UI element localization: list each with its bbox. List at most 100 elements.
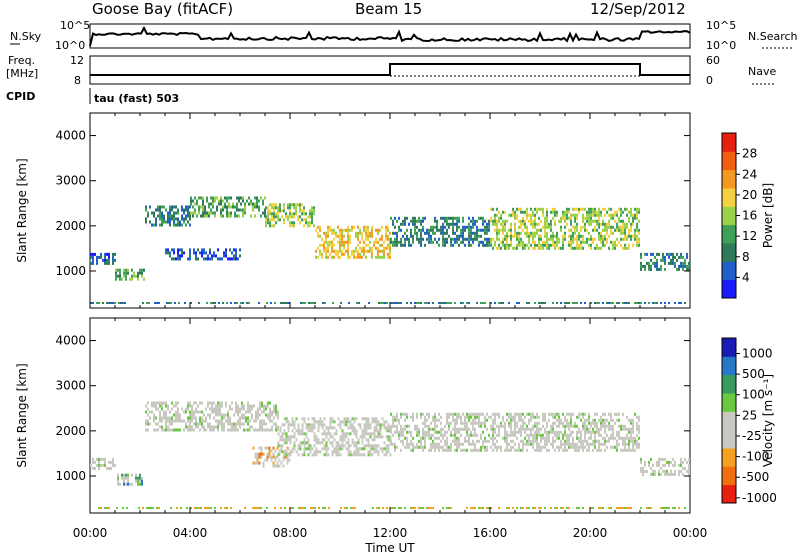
data-cell xyxy=(516,237,518,241)
data-cell xyxy=(112,302,114,304)
data-cell xyxy=(159,211,161,215)
data-cell xyxy=(516,436,518,440)
data-cell xyxy=(258,507,260,509)
data-cell xyxy=(363,453,366,457)
data-cell xyxy=(303,450,306,454)
data-cell xyxy=(349,423,352,427)
data-cell xyxy=(269,428,271,432)
data-cell xyxy=(524,430,526,434)
data-cell xyxy=(331,243,333,247)
data-cell xyxy=(610,225,612,229)
data-cell xyxy=(526,234,528,238)
data-cell xyxy=(558,240,560,244)
data-cell xyxy=(656,261,658,265)
data-cell xyxy=(361,249,363,253)
data-cell xyxy=(206,196,208,200)
data-cell xyxy=(514,228,516,232)
data-cell xyxy=(215,419,217,423)
data-cell xyxy=(632,222,634,226)
x-tick-label: 20:00 xyxy=(573,526,608,540)
data-cell xyxy=(214,199,216,203)
data-cell xyxy=(426,507,428,509)
data-cell xyxy=(313,435,316,439)
data-cell xyxy=(123,482,125,486)
data-cell xyxy=(129,277,131,281)
data-cell xyxy=(149,205,151,209)
data-cell xyxy=(153,223,155,227)
data-cell xyxy=(248,202,250,206)
data-cell xyxy=(462,234,464,238)
data-cell xyxy=(448,412,450,416)
data-cell xyxy=(271,425,273,429)
data-cell xyxy=(586,219,588,223)
y-tick-label: 4000 xyxy=(55,334,86,348)
data-cell xyxy=(387,252,389,256)
colorbar-tick-label: 4 xyxy=(742,270,750,284)
data-cell xyxy=(510,234,512,238)
data-cell xyxy=(404,436,406,440)
data-cell xyxy=(148,302,150,304)
data-cell xyxy=(488,439,490,443)
data-cell xyxy=(218,199,220,203)
data-cell xyxy=(460,427,462,431)
data-cell xyxy=(239,410,241,414)
data-cell xyxy=(540,427,542,431)
data-cell xyxy=(516,424,518,428)
data-cell xyxy=(325,237,327,241)
data-cell xyxy=(175,217,177,221)
data-cell xyxy=(194,211,196,215)
data-cell xyxy=(550,243,552,247)
data-cell xyxy=(458,243,460,247)
data-cell xyxy=(390,424,392,428)
data-cell xyxy=(381,450,384,454)
data-cell xyxy=(225,404,227,408)
data-cell xyxy=(196,214,198,218)
data-cell xyxy=(117,268,119,272)
data-cell xyxy=(500,228,502,232)
data-cell xyxy=(249,410,251,414)
data-cell xyxy=(636,213,638,217)
data-cell xyxy=(582,421,584,425)
data-cell xyxy=(672,472,674,476)
data-cell xyxy=(478,412,480,416)
data-cell xyxy=(202,211,204,215)
data-cell xyxy=(404,222,406,226)
data-cell xyxy=(236,214,238,218)
data-cell xyxy=(614,240,616,244)
colorbar-label: Velocity [m s⁻¹] xyxy=(761,374,775,467)
data-cell xyxy=(220,211,222,215)
data-cell xyxy=(596,210,598,214)
data-cell xyxy=(353,417,356,421)
data-cell xyxy=(231,257,233,261)
data-cell xyxy=(472,439,474,443)
data-cell xyxy=(274,507,276,509)
data-cell xyxy=(414,216,416,220)
data-cell xyxy=(359,453,362,457)
data-cell xyxy=(414,427,416,431)
data-cell xyxy=(363,435,366,439)
data-cell xyxy=(586,448,588,452)
data-cell xyxy=(181,254,183,258)
data-cell xyxy=(518,415,520,419)
data-cell xyxy=(98,507,100,509)
data-cell xyxy=(197,422,199,426)
data-cell xyxy=(606,210,608,214)
data-cell xyxy=(283,450,286,454)
data-cell xyxy=(239,254,241,258)
data-cell xyxy=(482,442,484,446)
data-cell xyxy=(404,412,406,416)
data-cell xyxy=(544,507,546,509)
data-cell xyxy=(526,225,528,229)
data-cell xyxy=(261,425,263,429)
data-cell xyxy=(375,420,378,424)
data-cell xyxy=(125,268,127,272)
data-cell xyxy=(568,424,570,428)
data-cell xyxy=(644,302,646,304)
data-cell xyxy=(361,255,363,259)
data-cell xyxy=(582,415,584,419)
data-cell xyxy=(400,237,402,241)
data-cell xyxy=(542,246,544,250)
data-cell xyxy=(200,196,202,200)
data-cell xyxy=(676,258,678,262)
data-cell xyxy=(233,254,235,258)
